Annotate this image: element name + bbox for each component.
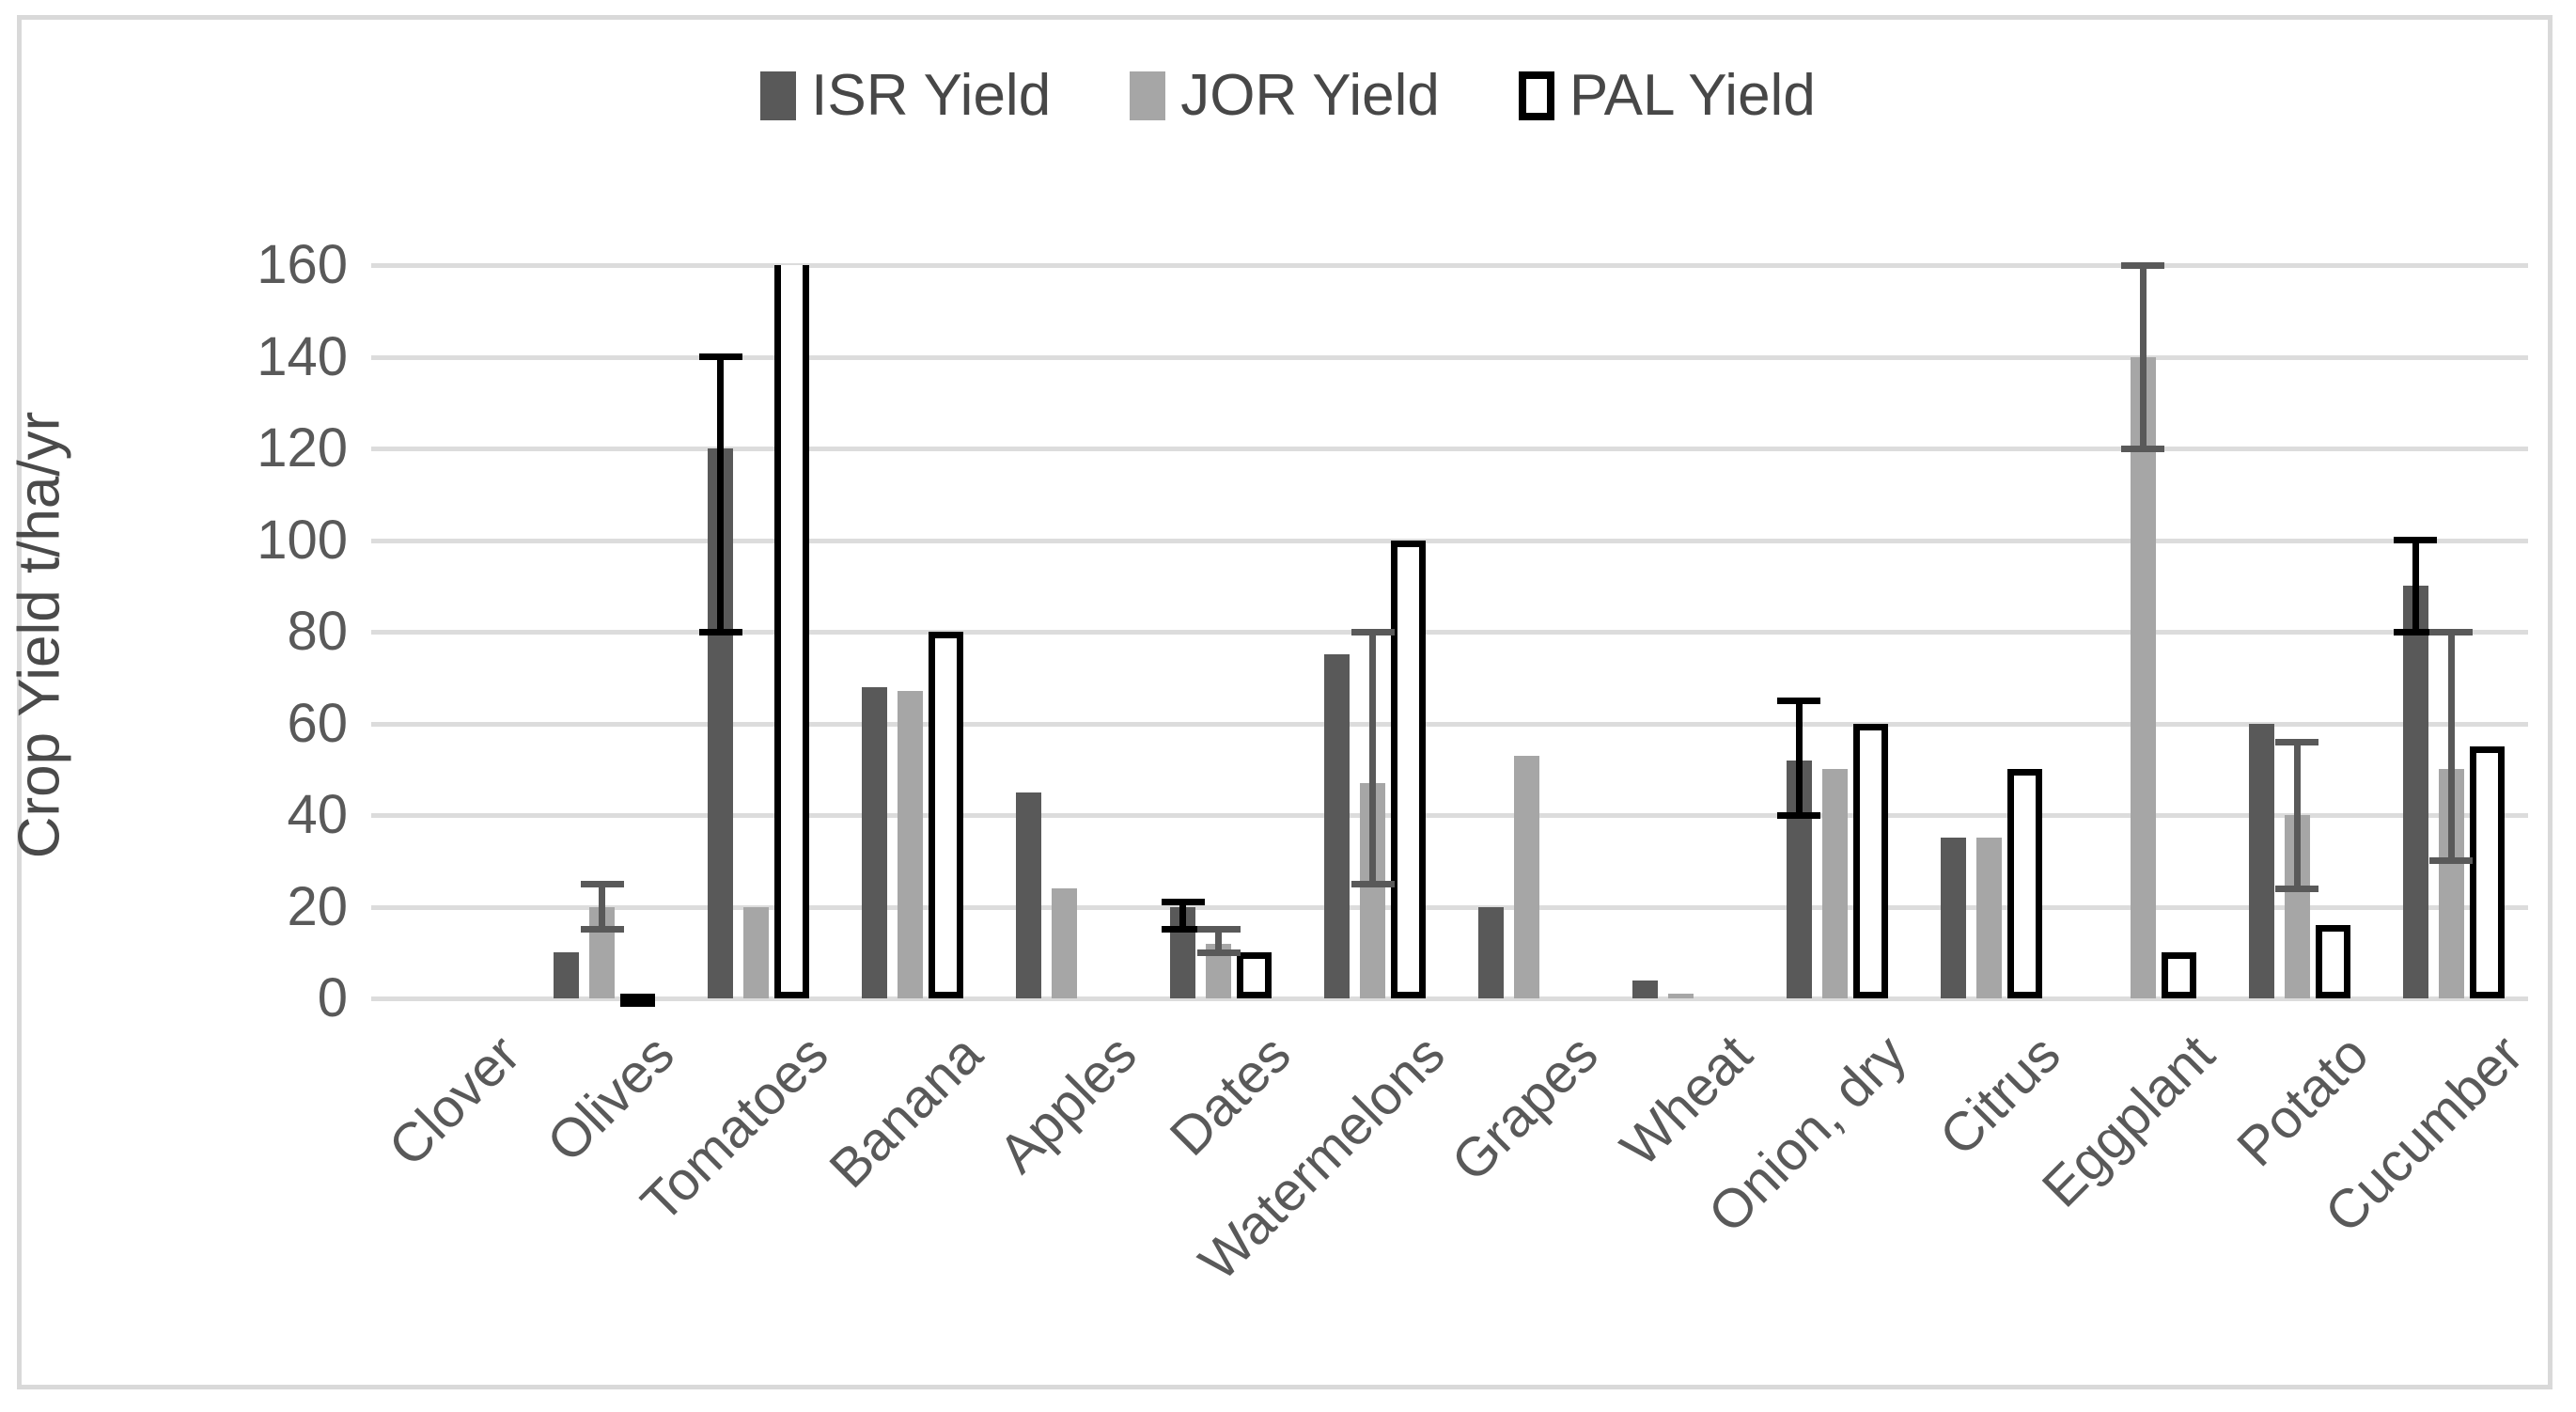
error-bar <box>2139 265 2147 448</box>
category-label-grapes: Grapes <box>1440 1023 1611 1194</box>
category-label-olives: Olives <box>535 1023 686 1174</box>
error-bar <box>1795 700 1803 815</box>
legend-label: JOR Yield <box>1180 63 1440 128</box>
error-bar <box>2412 540 2419 632</box>
bar-jor-yield-banana <box>898 691 924 998</box>
gridline-y-60 <box>371 721 2528 727</box>
error-bar-cap <box>2429 857 2474 865</box>
legend-swatch <box>760 71 797 120</box>
y-tick-label: 40 <box>287 784 348 845</box>
gridline-y-100 <box>371 538 2528 543</box>
bar-isr-yield-olives <box>554 952 580 998</box>
error-bar-cap <box>1161 899 1205 906</box>
y-tick-label: 60 <box>287 692 348 754</box>
error-bar-cap <box>698 628 742 635</box>
bar-pal-yield-olives <box>620 994 656 1008</box>
bar-isr-yield-citrus <box>1940 838 1966 998</box>
y-tick-label: 100 <box>257 509 348 571</box>
category-label-banana: Banana <box>818 1023 994 1200</box>
category-label-apples: Apples <box>986 1023 1148 1185</box>
y-tick-label: 0 <box>317 967 348 1028</box>
bar-pal-yield-banana <box>929 632 964 998</box>
bar-pal-yield-watermelons <box>1391 540 1427 998</box>
legend-swatch <box>1130 71 1166 120</box>
error-bar-cap <box>2121 445 2165 452</box>
category-label-citrus: Citrus <box>1928 1023 2072 1168</box>
bar-jor-yield-wheat <box>1667 994 1694 998</box>
chart-frame <box>17 15 2553 1389</box>
legend-label: ISR Yield <box>811 63 1052 128</box>
bar-jor-yield-apples <box>1052 888 1078 998</box>
y-tick-label: 80 <box>287 601 348 662</box>
error-bar-cap <box>698 353 742 360</box>
gridline-y-140 <box>371 354 2528 360</box>
bar-jor-yield-citrus <box>1975 838 2002 998</box>
bar-pal-yield-potato <box>2315 925 2350 998</box>
error-bar <box>2447 632 2455 861</box>
error-bar-cap <box>1350 628 1395 635</box>
bar-pal-yield-eggplant <box>2161 952 2196 998</box>
bar-isr-yield-grapes <box>1477 906 1504 998</box>
category-label-dates: Dates <box>1158 1023 1303 1168</box>
error-bar <box>1369 632 1377 885</box>
error-bar-cap <box>1196 949 1241 956</box>
legend-label: PAL Yield <box>1569 63 1816 128</box>
error-bar-cap <box>1161 926 1205 933</box>
gridline-y-0 <box>371 996 2528 1001</box>
error-bar <box>1179 902 1187 930</box>
bar-isr-yield-potato <box>2248 723 2274 998</box>
gridline-y-40 <box>371 813 2528 818</box>
bar-isr-yield-wheat <box>1631 980 1658 998</box>
gridline-y-160 <box>371 263 2528 268</box>
gridline-y-20 <box>371 904 2528 910</box>
error-bar-cap <box>1350 880 1395 887</box>
error-bar-cap <box>1777 697 1821 704</box>
bar-jor-yield-eggplant <box>2130 356 2156 998</box>
gridline-y-120 <box>371 447 2528 451</box>
legend-item-pal-yield: PAL Yield <box>1518 62 1816 129</box>
y-axis-title: Crop Yield t/ha/yr <box>7 411 72 859</box>
legend-swatch <box>1518 71 1554 120</box>
error-bar-cap <box>2275 885 2319 892</box>
bar-isr-yield-watermelons <box>1324 654 1350 998</box>
error-bar-cap <box>2394 537 2438 543</box>
bar-pal-yield-tomatoes <box>774 265 810 998</box>
error-bar-cap <box>580 880 624 887</box>
error-bar-cap <box>2121 261 2165 269</box>
bar-jor-yield-grapes <box>1513 755 1539 998</box>
error-bar-cap <box>1196 926 1241 933</box>
gridline-y-80 <box>371 630 2528 635</box>
error-bar <box>599 884 606 930</box>
error-bar <box>717 356 725 632</box>
error-bar-cap <box>2429 628 2474 635</box>
error-bar <box>2293 742 2301 888</box>
legend-item-isr-yield: ISR Yield <box>760 62 1051 129</box>
bar-pal-yield-onion-dry <box>1852 723 1888 998</box>
bar-jor-yield-onion-dry <box>1821 769 1848 998</box>
bar-pal-yield-dates <box>1237 952 1272 998</box>
error-bar-cap <box>2394 628 2438 635</box>
bar-pal-yield-cucumber <box>2469 745 2505 998</box>
error-bar-cap <box>580 926 624 933</box>
y-tick-label: 20 <box>287 875 348 937</box>
error-bar-cap <box>2275 738 2319 745</box>
y-tick-label: 140 <box>257 325 348 387</box>
chart-legend: ISR Yield JOR Yield PAL Yield <box>0 62 2576 129</box>
y-tick-label: 160 <box>257 234 348 295</box>
legend-item-jor-yield: JOR Yield <box>1130 62 1440 129</box>
error-bar-cap <box>1777 811 1821 819</box>
bar-pal-yield-citrus <box>2006 769 2042 998</box>
bar-jor-yield-tomatoes <box>743 906 770 998</box>
category-label-clover: Clover <box>377 1023 532 1179</box>
category-label-eggplant: Eggplant <box>2030 1023 2226 1219</box>
error-bar <box>1215 929 1223 953</box>
y-tick-label: 120 <box>257 417 348 479</box>
bar-isr-yield-apples <box>1016 792 1042 998</box>
bar-isr-yield-cucumber <box>2402 586 2428 998</box>
bar-isr-yield-banana <box>862 686 888 998</box>
